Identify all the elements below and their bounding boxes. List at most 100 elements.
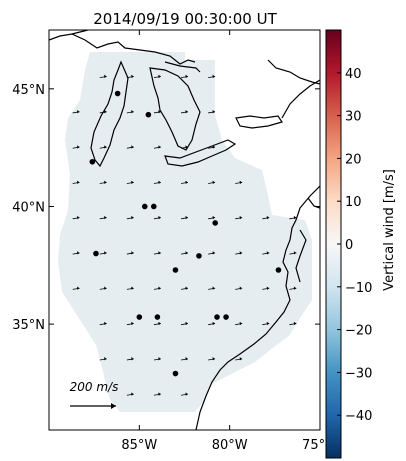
colorbar-label: Vertical wind [m/s] [382, 169, 397, 291]
wind-vector [126, 145, 134, 149]
wind-vector [180, 145, 189, 149]
station-point [93, 250, 99, 257]
station-point [212, 220, 219, 226]
y-tick-label: 40°N [12, 200, 45, 215]
wind-vector [235, 215, 243, 220]
y-tick-label: 35°N [12, 318, 45, 333]
wind-vector [126, 180, 134, 184]
wind-vector [180, 251, 189, 255]
wind-vector [208, 215, 216, 220]
map-area: 200 m/s [49, 30, 320, 430]
station-point [223, 314, 229, 320]
station-point [145, 111, 152, 118]
wind-vector [262, 215, 270, 220]
station-point [136, 314, 143, 320]
wind-vector [208, 357, 216, 361]
wind-vector [289, 251, 297, 255]
station-point [172, 267, 179, 273]
x-tick-label: 85°W [121, 438, 157, 453]
wind-vector [72, 215, 80, 220]
wind-vector [126, 357, 134, 361]
wind-vector [153, 145, 161, 149]
wind-vector [72, 109, 80, 114]
colorbar-tick-label: 10 [345, 195, 362, 210]
wind-vector [99, 145, 107, 149]
colorbar: 40 30 20 10 0 −10 −20 −30 −40 Vertical wind [m/s… [325, 29, 397, 459]
wind-vector [235, 321, 243, 326]
wind-vector [208, 286, 216, 290]
wind-vector [126, 74, 134, 79]
wind-vector [126, 321, 134, 326]
wind-vector [208, 321, 216, 326]
wind-vector [208, 74, 216, 79]
coastlines [49, 30, 320, 430]
colorbar-tick-label: 20 [345, 152, 362, 167]
wind-vector [153, 180, 161, 184]
wind-vector [289, 286, 297, 290]
station-point [275, 267, 282, 273]
wind-scale-legend: 200 m/s [70, 380, 119, 409]
station-point [89, 158, 96, 165]
wind-vector [235, 357, 243, 361]
wind-vector [126, 109, 134, 114]
station-point [172, 370, 179, 377]
colorbar-tick-label: 0 [345, 238, 353, 253]
wind-vector [153, 286, 161, 290]
vertical-wind-field [58, 52, 312, 412]
station-point [141, 203, 148, 210]
colorbar-tick-label: −10 [345, 281, 372, 296]
wind-vector [180, 180, 189, 184]
stations [89, 90, 282, 377]
wind-vector [153, 251, 161, 255]
wind-vector [99, 321, 107, 326]
wind-vector [208, 180, 216, 184]
colorbar-tick-label: 40 [345, 67, 362, 82]
wind-vector [72, 286, 80, 290]
colorbar-tick-label: 30 [345, 110, 362, 125]
wind-vector [180, 215, 189, 220]
wind-vector [235, 286, 243, 290]
wind-vector [262, 286, 270, 290]
wind-vectors [72, 74, 297, 396]
wind-vector [235, 180, 243, 184]
wind-vector [153, 357, 161, 361]
wind-vector [153, 109, 161, 114]
wind-vector [99, 109, 107, 114]
wind-vector [99, 180, 107, 184]
wind-vector [180, 109, 189, 114]
wind-vector [208, 145, 216, 149]
station-point [214, 314, 220, 320]
wind-vector [180, 357, 189, 361]
wind-vector [126, 286, 134, 290]
wind-vector [289, 215, 297, 220]
wind-vector [235, 251, 243, 255]
wind-vector [208, 109, 216, 114]
wind-vector [126, 215, 134, 220]
wind-vector [180, 74, 189, 79]
wind-vector [180, 392, 189, 396]
scale-label: 200 m/s [70, 380, 119, 394]
wind-vector [126, 392, 134, 396]
wind-vector [99, 215, 107, 220]
chart-title: 2014/09/19 00:30:00 UT [93, 10, 277, 28]
wind-vector [99, 251, 107, 255]
wind-vector [208, 251, 216, 255]
wind-vector [99, 357, 107, 361]
station-point [150, 203, 157, 210]
wind-vector [289, 321, 297, 326]
wind-vector [180, 286, 189, 290]
x-tick-label: 80°W [212, 438, 248, 453]
wind-vector [262, 321, 270, 326]
wind-vector [153, 392, 161, 396]
wind-vector [72, 251, 80, 255]
colorbar-tick-label: −30 [345, 366, 372, 381]
wind-vector [126, 251, 134, 255]
wind-vector [153, 321, 161, 326]
wind-vector [180, 321, 189, 326]
wind-vector [153, 74, 161, 79]
wind-vector [99, 286, 107, 290]
wind-vector [72, 180, 80, 184]
map-frame [48, 29, 321, 431]
station-point [196, 253, 202, 259]
